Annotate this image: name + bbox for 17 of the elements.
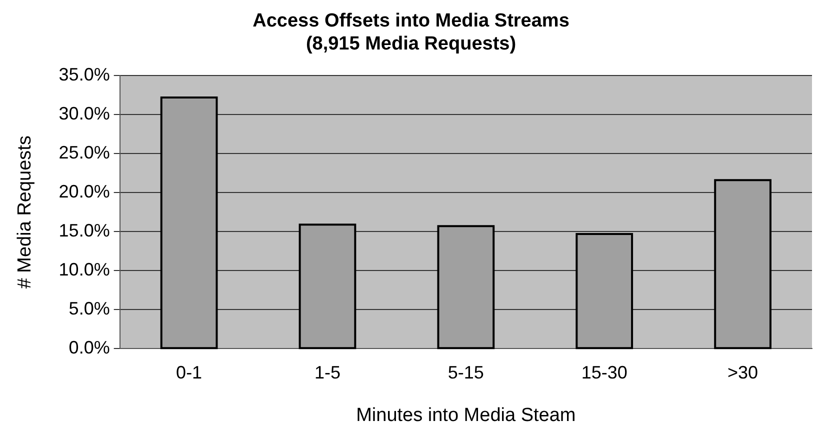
x-axis-title: Minutes into Media Steam bbox=[356, 404, 576, 426]
x-tick-label: 0-1 bbox=[176, 362, 202, 382]
text: Access Offsets into Media Streams bbox=[252, 10, 570, 32]
y-tick-label: 35.0% bbox=[58, 64, 110, 85]
y-tick-label: 25.0% bbox=[58, 142, 110, 163]
x-tick-label: >30 bbox=[728, 362, 758, 382]
y-tick-label: 30.0% bbox=[58, 104, 110, 124]
x-tick-label: 15-30 bbox=[581, 362, 628, 382]
y-tick-label: 10.0% bbox=[58, 260, 110, 280]
y-tick-label: 5.0% bbox=[68, 298, 110, 319]
y-tick-label: 0.0% bbox=[68, 338, 110, 358]
y-tick-label: 20.0% bbox=[58, 182, 110, 202]
x-tick-label: 5-15 bbox=[448, 362, 484, 382]
x-tick-label: 1-5 bbox=[314, 362, 340, 382]
y-tick-label: 15.0% bbox=[58, 220, 110, 241]
text: (8,915 Media Requests) bbox=[306, 33, 516, 54]
y-axis-title: # Media Requests bbox=[14, 136, 36, 289]
